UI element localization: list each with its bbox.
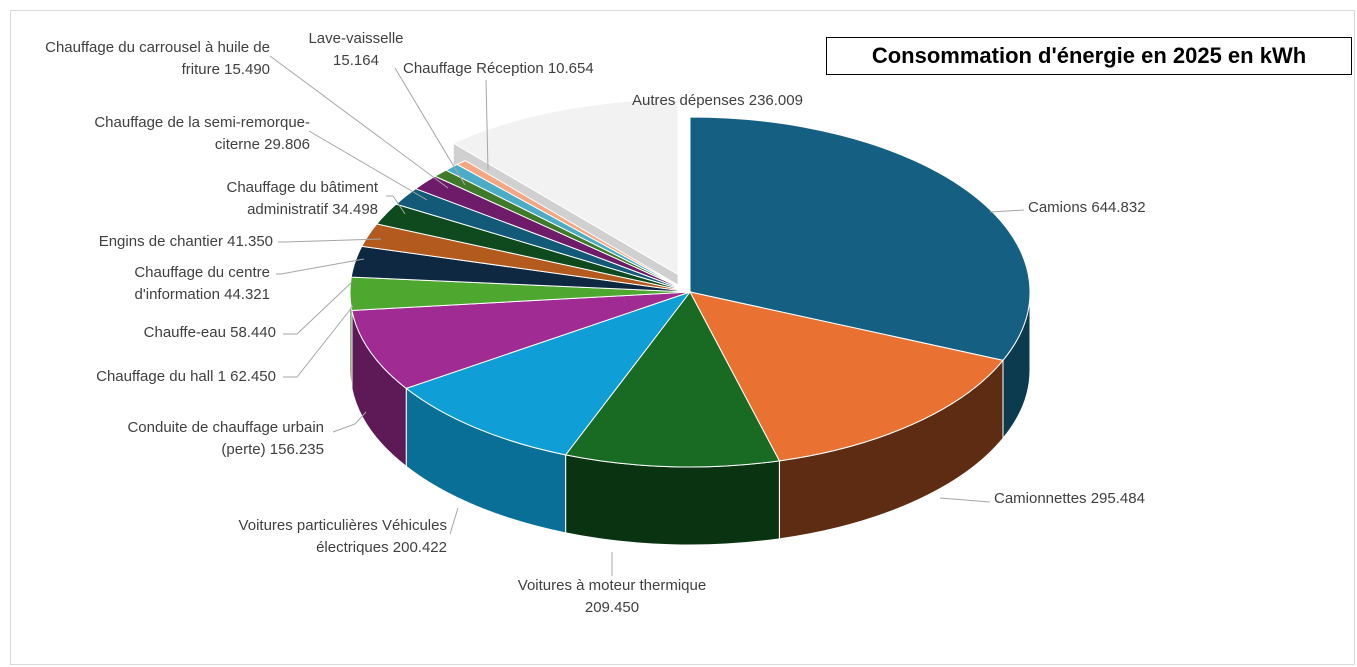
pie-slice: [689, 116, 1031, 361]
data-label: Chauffage Réception 10.654: [403, 60, 594, 77]
pie-slice: [564, 291, 781, 468]
leader-line: [278, 238, 382, 243]
leader-line: [394, 67, 466, 186]
data-label: Chauffage du carrousel à huile de friture…: [45, 39, 270, 78]
data-label: Chauffage de la semi-remorque-citerne 29…: [94, 114, 310, 153]
leader-line: [989, 209, 1025, 213]
chart-title: Consommation d'énergie en 2025 en kWh: [826, 37, 1352, 75]
data-label: Engins de chantier 41.350: [99, 233, 273, 250]
leader-line: [449, 507, 459, 535]
leader-line: [269, 55, 449, 189]
leader-lines: [269, 55, 1025, 576]
data-label: Chauffage du bâtiment administratif 34.49…: [226, 179, 378, 218]
leader-line: [332, 411, 367, 433]
data-label: Autres dépenses 236.009: [632, 92, 803, 109]
leader-line: [386, 195, 406, 215]
pie-slice: [456, 160, 691, 293]
data-label: Voitures particulières Véhicules électriq…: [239, 517, 447, 556]
data-label: Voitures à moteur thermique 209.450: [518, 577, 706, 616]
pie-layer: [349, 99, 1031, 546]
leader-line: [276, 258, 365, 275]
leader-line: [939, 497, 991, 503]
pie-slice: [405, 290, 692, 456]
pie-slice: [452, 99, 679, 276]
leader-line: [308, 130, 428, 201]
data-label: Chauffe-eau 58.440: [144, 324, 276, 341]
data-label: Camions 644.832: [1028, 199, 1146, 216]
data-label: Camionnettes 295.484: [994, 490, 1145, 507]
leader-line: [283, 305, 354, 378]
pie-slice-side: [565, 454, 780, 546]
data-label: Lave-vaisselle 15.164: [308, 30, 403, 69]
pie-slice: [689, 291, 1004, 462]
pie-slice: [351, 291, 691, 389]
leader-line: [283, 281, 353, 335]
data-label: Conduite de chauffage urbain (perte) 156.…: [127, 419, 324, 458]
leader-line: [485, 79, 489, 171]
data-label: Chauffage du centre d'information 44.321: [134, 264, 270, 303]
data-labels: Camions 644.832 Camionnettes 295.484 Voitu…: [45, 30, 1145, 616]
data-label: Chauffage du hall 1 62.450: [96, 368, 276, 385]
